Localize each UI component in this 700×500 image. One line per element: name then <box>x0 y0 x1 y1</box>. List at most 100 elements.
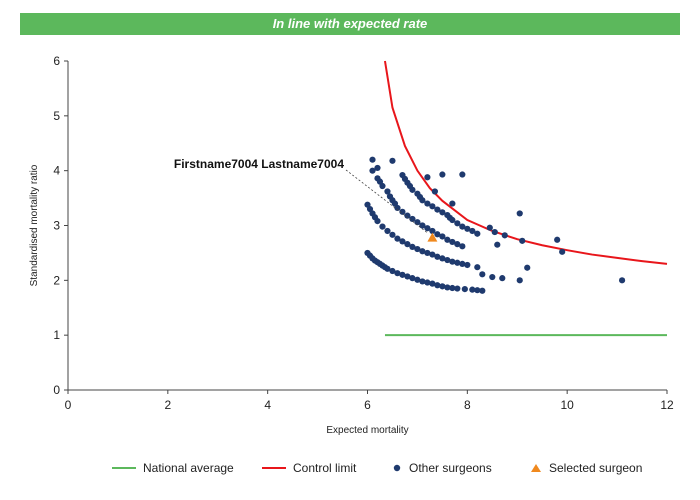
surgeon-point[interactable] <box>429 280 436 287</box>
surgeon-point[interactable] <box>459 223 466 230</box>
surgeon-point[interactable] <box>444 256 451 264</box>
surgeon-point[interactable] <box>464 225 471 232</box>
surgeon-point[interactable] <box>394 235 401 242</box>
surgeon-point[interactable] <box>486 224 493 231</box>
surgeon-point[interactable] <box>554 236 561 243</box>
surgeon-point[interactable] <box>459 260 466 267</box>
surgeon-point[interactable] <box>434 231 441 238</box>
surgeon-point[interactable] <box>404 212 411 219</box>
surgeon-point[interactable] <box>424 279 431 286</box>
surgeon-point[interactable] <box>474 230 481 237</box>
surgeon-point[interactable] <box>474 287 481 294</box>
surgeon-point[interactable] <box>369 156 376 163</box>
surgeon-point[interactable] <box>459 243 466 250</box>
surgeon-point[interactable] <box>409 215 416 223</box>
surgeon-point[interactable] <box>459 171 466 178</box>
legend-item-selected-surgeon[interactable]: Selected surgeon <box>530 458 642 478</box>
surgeon-point[interactable] <box>384 265 391 272</box>
status-banner: In line with expected rate <box>20 13 680 35</box>
surgeon-point[interactable] <box>419 278 426 285</box>
surgeon-point[interactable] <box>409 186 416 193</box>
surgeon-point[interactable] <box>449 216 456 224</box>
surgeon-point[interactable] <box>399 271 406 278</box>
surgeon-point[interactable] <box>479 287 486 294</box>
selected-surgeon-point[interactable] <box>427 232 438 242</box>
surgeon-point[interactable] <box>439 209 446 216</box>
surgeon-point[interactable] <box>491 228 498 236</box>
surgeon-point[interactable] <box>439 255 446 262</box>
surgeon-point[interactable] <box>444 284 451 291</box>
surgeon-point[interactable] <box>414 245 421 253</box>
surgeon-point[interactable] <box>389 267 396 275</box>
legend-item-control-limit[interactable]: Control limit <box>262 458 356 478</box>
surgeon-point[interactable] <box>559 248 566 255</box>
surgeon-point[interactable] <box>439 283 446 290</box>
surgeon-point[interactable] <box>424 174 431 181</box>
surgeon-point[interactable] <box>461 286 468 293</box>
surgeon-point[interactable] <box>404 241 411 248</box>
surgeon-point[interactable] <box>489 273 496 281</box>
surgeon-point[interactable] <box>434 206 441 213</box>
surgeon-point[interactable] <box>464 261 471 269</box>
surgeon-point[interactable] <box>379 223 386 230</box>
surgeon-point[interactable] <box>424 225 431 232</box>
surgeon-point[interactable] <box>394 204 401 212</box>
surgeon-point[interactable] <box>369 167 376 174</box>
surgeon-point[interactable] <box>379 182 386 190</box>
surgeon-point[interactable] <box>419 222 426 229</box>
surgeon-point[interactable] <box>399 208 406 215</box>
surgeon-point[interactable] <box>374 218 381 225</box>
surgeon-point[interactable] <box>404 273 411 280</box>
surgeon-point[interactable] <box>409 275 416 282</box>
surgeon-point[interactable] <box>618 277 626 284</box>
surgeon-point[interactable] <box>431 188 438 195</box>
surgeon-point[interactable] <box>516 210 523 217</box>
surgeon-point[interactable] <box>449 238 456 246</box>
surgeon-point[interactable] <box>449 284 456 292</box>
legend-line-icon <box>112 467 136 469</box>
y-tick-label: 0 <box>53 383 60 397</box>
surgeon-point[interactable] <box>444 236 451 243</box>
surgeon-point[interactable] <box>409 243 416 250</box>
surgeon-point[interactable] <box>389 157 396 164</box>
surgeon-point[interactable] <box>454 285 461 292</box>
surgeon-point[interactable] <box>394 270 401 277</box>
x-tick-label: 12 <box>660 398 674 412</box>
surgeon-point[interactable] <box>434 253 441 260</box>
surgeon-point[interactable] <box>454 241 461 248</box>
surgeon-point[interactable] <box>474 264 481 271</box>
surgeon-point[interactable] <box>429 251 436 258</box>
surgeon-point[interactable] <box>439 233 446 240</box>
surgeon-point[interactable] <box>434 282 441 289</box>
surgeon-point[interactable] <box>479 271 486 278</box>
surgeon-point[interactable] <box>384 227 391 235</box>
surgeon-point[interactable] <box>469 227 476 235</box>
surgeon-point[interactable] <box>516 277 523 284</box>
surgeon-point[interactable] <box>519 237 526 244</box>
surgeon-point[interactable] <box>384 188 391 195</box>
surgeon-point[interactable] <box>424 249 431 257</box>
surgeon-point[interactable] <box>449 200 456 207</box>
surgeon-point[interactable] <box>449 258 456 265</box>
surgeon-point[interactable] <box>429 203 436 210</box>
surgeon-point[interactable] <box>374 164 381 172</box>
surgeon-point[interactable] <box>494 241 501 248</box>
surgeon-point[interactable] <box>501 232 508 239</box>
surgeon-point[interactable] <box>429 227 436 235</box>
surgeon-point[interactable] <box>419 248 426 255</box>
surgeon-point[interactable] <box>499 275 506 282</box>
surgeon-point[interactable] <box>389 231 396 238</box>
surgeon-point[interactable] <box>424 200 431 207</box>
legend-item-other-surgeons[interactable]: Other surgeons <box>392 458 492 478</box>
surgeon-point[interactable] <box>469 286 476 293</box>
x-tick-label: 10 <box>560 398 574 412</box>
surgeon-point[interactable] <box>399 238 406 245</box>
x-tick-label: 0 <box>65 398 72 412</box>
surgeon-point[interactable] <box>439 171 446 178</box>
surgeon-point[interactable] <box>414 276 421 283</box>
surgeon-point[interactable] <box>524 264 531 271</box>
surgeon-point[interactable] <box>419 197 426 204</box>
surgeon-point[interactable] <box>454 220 461 227</box>
legend-item-national-average[interactable]: National average <box>112 458 234 478</box>
surgeon-point[interactable] <box>454 259 461 266</box>
